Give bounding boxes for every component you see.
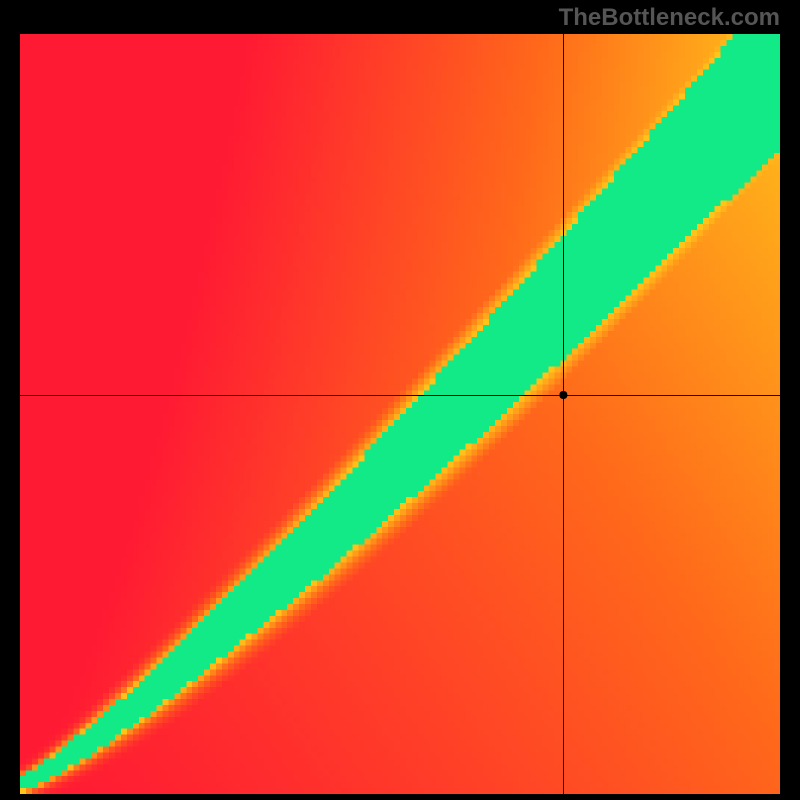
chart-container: { "dimensions": { "width": 800, "height"… — [0, 0, 800, 800]
crosshair-overlay — [20, 34, 780, 794]
watermark-text: TheBottleneck.com — [559, 4, 780, 32]
